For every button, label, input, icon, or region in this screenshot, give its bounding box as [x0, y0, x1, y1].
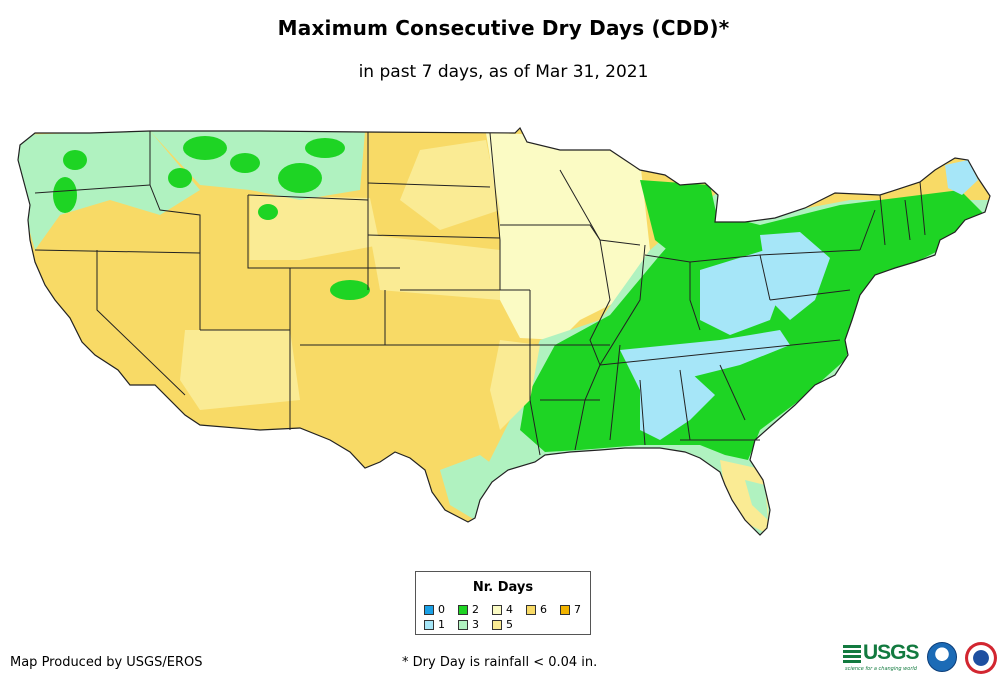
noaa-logo-icon	[927, 642, 957, 672]
legend-swatch-2	[458, 605, 468, 615]
map-title: Maximum Consecutive Dry Days (CDD)*	[277, 16, 730, 40]
zone-5-days-arizona	[180, 330, 300, 410]
legend-label-7: 7	[574, 603, 581, 616]
legend-item-3: 3	[458, 619, 479, 631]
legend-item-1: 1	[424, 619, 445, 631]
agency-logos: USGS science for a changing world	[843, 640, 1003, 676]
zone-2-days-michigan	[640, 180, 720, 260]
cdd-zones	[18, 128, 990, 535]
zone-5-days-nebraska	[370, 235, 500, 300]
us-cdd-map	[17, 126, 991, 536]
legend-title: Nr. Days	[472, 580, 534, 595]
zone-3-days-south-texas	[440, 455, 500, 520]
usgs-wave-icon	[843, 645, 861, 665]
zone-5-days-wyoming	[250, 195, 380, 260]
legend-item-2: 2	[458, 604, 479, 616]
legend: Nr. Days 0 1 2 3 4 5 6 7	[415, 571, 591, 635]
legend-swatch-7	[560, 605, 570, 615]
zone-5-days-florida	[720, 460, 770, 535]
map-subtitle: in past 7 days, as of Mar 31, 2021	[358, 62, 649, 82]
usgs-tagline: science for a changing world	[845, 666, 917, 672]
zone-1-day-tennessee	[620, 330, 790, 390]
legend-label-1: 1	[438, 618, 445, 631]
nws-logo-icon	[965, 642, 997, 674]
legend-swatch-4	[492, 605, 502, 615]
zone-1-day-alabama	[640, 372, 715, 440]
legend-label-2: 2	[472, 603, 479, 616]
zone-1-day-maine	[945, 160, 978, 195]
legend-label-5: 5	[506, 618, 513, 631]
legend-swatch-0	[424, 605, 434, 615]
zone-5-days-dakotas	[400, 140, 500, 230]
legend-swatch-3	[458, 620, 468, 630]
legend-label-4: 4	[506, 603, 513, 616]
state-borders	[17, 126, 991, 536]
zone-5-days-oklahoma-arkansas	[490, 340, 540, 430]
usgs-logo-text: USGS	[863, 641, 920, 664]
zone-4-days-upper-midwest	[486, 133, 650, 340]
map-credit: Map Produced by USGS/EROS	[10, 655, 203, 670]
legend-item-4: 4	[492, 604, 513, 616]
legend-swatch-6	[526, 605, 536, 615]
legend-item-0: 0	[424, 604, 445, 616]
dry-day-footnote: * Dry Day is rainfall < 0.04 in.	[402, 655, 598, 670]
zone-3-days-northwest	[18, 131, 200, 250]
legend-item-7: 7	[560, 604, 581, 616]
zone-2-days-patches	[53, 136, 370, 300]
legend-item-6: 6	[526, 604, 547, 616]
legend-label-3: 3	[472, 618, 479, 631]
legend-swatch-5	[492, 620, 502, 630]
legend-label-6: 6	[540, 603, 547, 616]
legend-item-5: 5	[492, 619, 513, 631]
legend-label-0: 0	[438, 603, 445, 616]
legend-swatch-1	[424, 620, 434, 630]
zone-3-days-south-florida	[745, 480, 768, 520]
